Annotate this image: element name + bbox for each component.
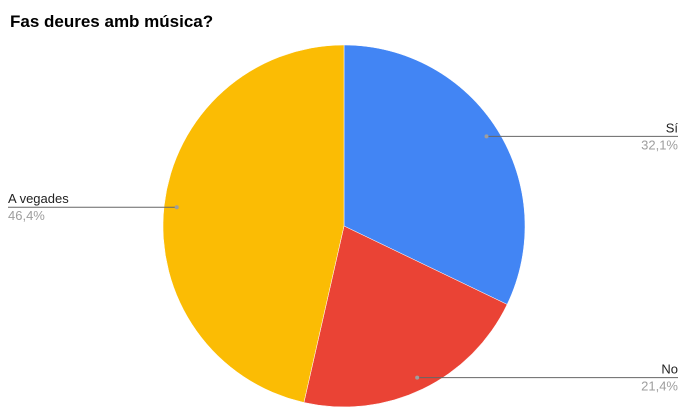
slice-percent-si: 32,1% [641,137,678,152]
leader-dot-no [415,375,420,380]
slice-percent-no: 21,4% [641,379,678,394]
pie-labels: Sí 32,1% No 21,4% A vegades 46,4% [8,120,678,393]
slice-label-a-vegades: A vegades [8,191,69,206]
slice-label-si: Sí [666,120,679,135]
chart-title: Fas deures amb música? [10,12,213,31]
slice-label-no: No [661,362,678,377]
slice-percent-a-vegades: 46,4% [8,208,45,223]
pie-slice-si [343,44,526,305]
pie-slices [162,44,526,408]
leader-dot-a-vegades [174,205,179,210]
pie-leader-lines [8,134,678,380]
leader-dot-si [484,134,489,139]
pie-slice-a-vegades [162,44,345,403]
pie-slice-no [303,225,508,408]
